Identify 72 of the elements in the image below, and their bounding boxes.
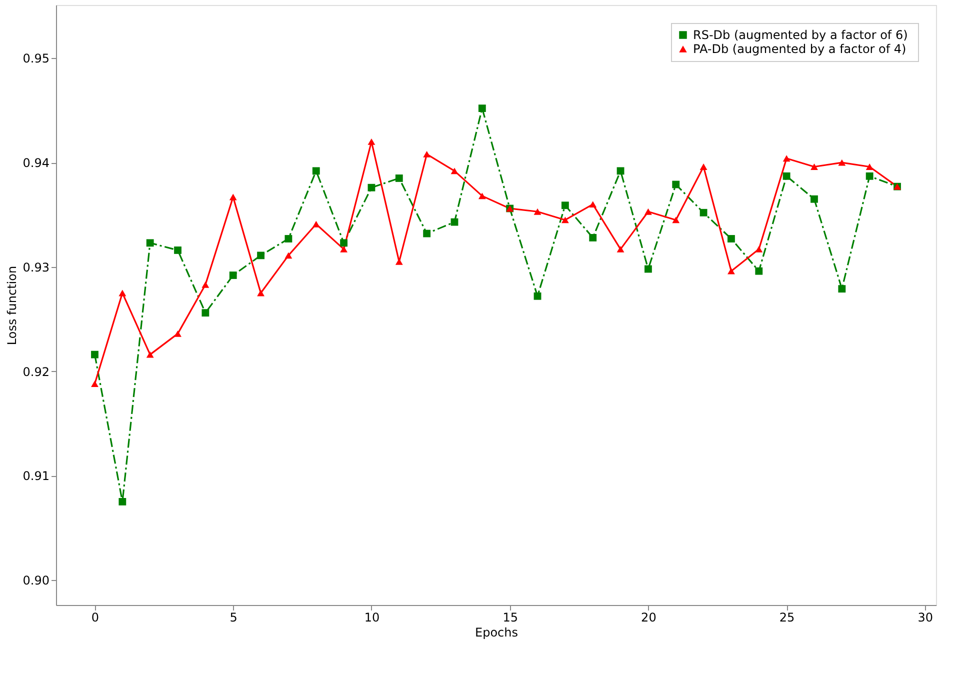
point (202, 309, 210, 317)
point (118, 290, 126, 296)
point (91, 350, 98, 358)
point (395, 174, 403, 182)
point (589, 234, 597, 242)
x-tick-label: 5 (230, 610, 238, 624)
point (284, 252, 292, 259)
x-axis-title: Epochs (475, 626, 518, 640)
y-tick-label: 0.92 (22, 364, 50, 379)
point (284, 235, 292, 242)
point (644, 208, 652, 215)
point (423, 230, 431, 238)
point (589, 201, 597, 208)
x-tick-label: 10 (364, 610, 380, 624)
point (450, 218, 458, 226)
point (838, 159, 846, 166)
point (146, 351, 154, 358)
point (866, 172, 874, 180)
point (478, 104, 486, 112)
point (312, 167, 320, 175)
point (423, 151, 431, 158)
point (478, 192, 486, 200)
x-tick-label: 25 (779, 610, 795, 624)
point (755, 267, 763, 275)
point (672, 216, 680, 224)
point (340, 246, 348, 252)
point (700, 208, 708, 216)
point (728, 235, 735, 242)
legend-label: PA-Db (augmented by a factor of 4) (693, 42, 906, 56)
point (340, 239, 348, 247)
point (229, 194, 237, 200)
x-tick-label: 0 (91, 610, 100, 624)
point (174, 330, 182, 337)
point (450, 168, 458, 174)
legend-label: RS-Db (augmented by a factor of 6) (693, 28, 908, 42)
x-tick-label: 20 (641, 610, 656, 624)
x-tick-label: 30 (918, 610, 934, 624)
y-tick-label: 0.94 (22, 156, 50, 170)
x-tick-label: 15 (502, 610, 518, 624)
y-tick-label: 0.93 (22, 260, 50, 274)
point (534, 292, 542, 300)
point (782, 155, 790, 162)
point (257, 290, 264, 296)
point (146, 239, 154, 247)
y-tick-label: 0.95 (22, 52, 50, 66)
point (257, 252, 264, 260)
point (229, 272, 237, 279)
point (866, 164, 874, 170)
point (616, 246, 624, 252)
point (368, 184, 376, 192)
point (755, 246, 763, 252)
point (561, 216, 569, 224)
point (728, 268, 735, 274)
point (810, 195, 818, 203)
point (312, 220, 320, 228)
point (644, 265, 652, 273)
point (782, 172, 790, 180)
point (810, 164, 818, 170)
y-axis-title: Loss function (4, 266, 19, 346)
y-tick-label: 0.91 (22, 469, 50, 484)
point (118, 498, 126, 506)
point (672, 180, 680, 188)
y-tick-label: 0.90 (22, 573, 50, 588)
point (616, 167, 624, 175)
point (202, 281, 210, 288)
point (838, 285, 846, 293)
point (174, 246, 182, 254)
point (534, 208, 542, 215)
point (368, 138, 376, 145)
point (700, 164, 708, 170)
point (561, 202, 569, 210)
point (91, 380, 98, 387)
